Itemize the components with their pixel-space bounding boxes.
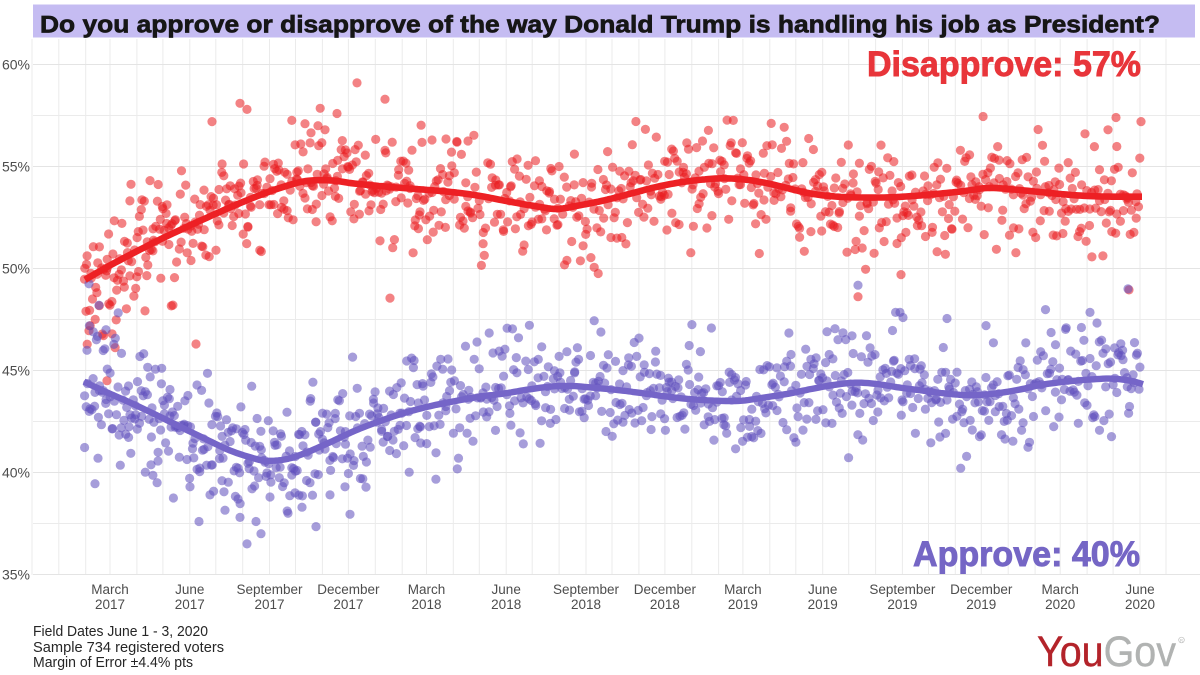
svg-text:YouGov: YouGov	[1037, 628, 1176, 675]
svg-text:35%: 35%	[2, 566, 30, 582]
svg-text:R: R	[1180, 638, 1183, 643]
svg-text:Sample 734 registered voters: Sample 734 registered voters	[33, 639, 224, 656]
svg-text:45%: 45%	[2, 362, 30, 378]
svg-text:Disapprove: 57%: Disapprove: 57%	[867, 45, 1141, 84]
svg-text:Approve: 40%: Approve: 40%	[913, 535, 1140, 574]
svg-text:60%: 60%	[2, 56, 30, 72]
svg-text:40%: 40%	[2, 464, 30, 480]
svg-text:Do you approve or disapprove o: Do you approve or disapprove of the way …	[40, 12, 1160, 39]
svg-text:Field Dates June 1 - 3, 2020: Field Dates June 1 - 3, 2020	[33, 623, 208, 640]
svg-text:50%: 50%	[2, 260, 30, 276]
svg-text:55%: 55%	[2, 158, 30, 174]
svg-text:Margin of Error ±4.4% pts: Margin of Error ±4.4% pts	[33, 654, 193, 671]
